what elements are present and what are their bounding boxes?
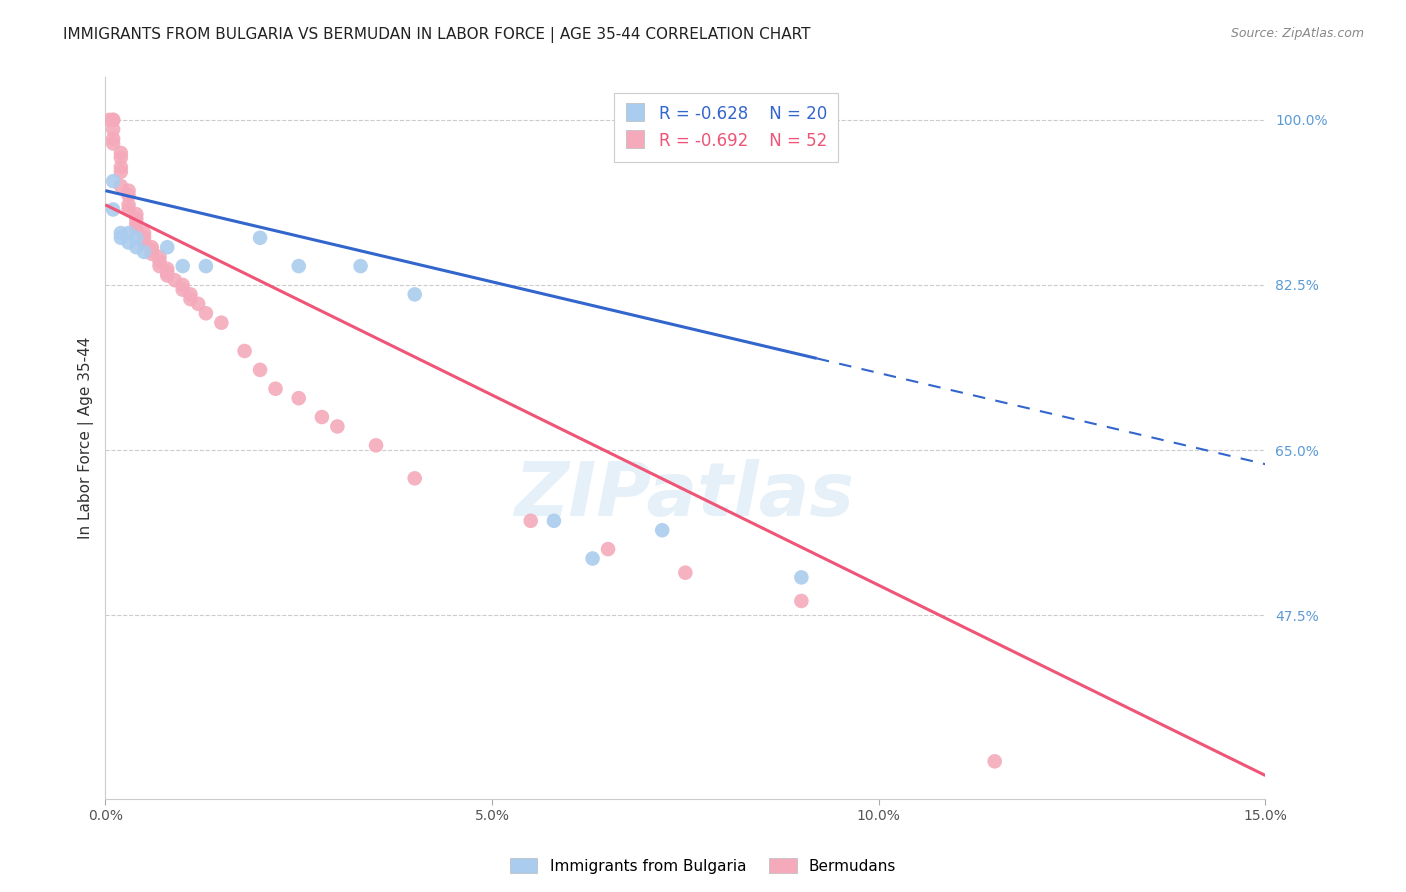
Point xyxy=(349,259,371,273)
Point xyxy=(596,542,619,557)
Point xyxy=(364,438,387,452)
Point xyxy=(187,297,209,311)
Point xyxy=(125,221,148,235)
Point xyxy=(287,259,309,273)
Point xyxy=(519,514,541,528)
Point xyxy=(581,551,603,566)
Point xyxy=(287,391,309,405)
Point xyxy=(141,243,163,257)
Point xyxy=(264,382,287,396)
Point xyxy=(110,160,132,174)
Y-axis label: In Labor Force | Age 35-44: In Labor Force | Age 35-44 xyxy=(79,337,94,540)
Point xyxy=(110,151,132,165)
Point xyxy=(117,184,139,198)
Point xyxy=(110,178,132,193)
Point xyxy=(179,287,201,301)
Point xyxy=(172,283,194,297)
Point xyxy=(163,273,186,287)
Point xyxy=(110,231,132,245)
Text: IMMIGRANTS FROM BULGARIA VS BERMUDAN IN LABOR FORCE | AGE 35-44 CORRELATION CHAR: IMMIGRANTS FROM BULGARIA VS BERMUDAN IN … xyxy=(63,27,811,43)
Text: ZIPatlas: ZIPatlas xyxy=(516,459,855,533)
Point xyxy=(110,226,132,240)
Point xyxy=(132,244,155,259)
Point xyxy=(117,198,139,212)
Point xyxy=(125,231,148,245)
Point xyxy=(156,240,179,254)
Point xyxy=(179,292,201,306)
Point xyxy=(101,132,124,146)
Point xyxy=(194,259,217,273)
Point xyxy=(125,217,148,231)
Point xyxy=(110,165,132,179)
Point xyxy=(156,268,179,283)
Point xyxy=(117,188,139,202)
Point xyxy=(148,254,170,268)
Point xyxy=(404,471,426,485)
Point xyxy=(194,306,217,320)
Point xyxy=(110,145,132,160)
Point xyxy=(141,240,163,254)
Point xyxy=(326,419,349,434)
Point xyxy=(673,566,696,580)
Point xyxy=(125,211,148,226)
Point xyxy=(790,570,813,584)
Point xyxy=(125,207,148,221)
Point xyxy=(117,235,139,250)
Point xyxy=(101,174,124,188)
Point xyxy=(141,247,163,261)
Text: Source: ZipAtlas.com: Source: ZipAtlas.com xyxy=(1230,27,1364,40)
Point xyxy=(117,226,139,240)
Legend: Immigrants from Bulgaria, Bermudans: Immigrants from Bulgaria, Bermudans xyxy=(503,852,903,880)
Point xyxy=(148,259,170,273)
Point xyxy=(101,112,124,127)
Point xyxy=(543,514,565,528)
Point xyxy=(132,226,155,240)
Point xyxy=(172,259,194,273)
Point xyxy=(132,231,155,245)
Point xyxy=(249,231,271,245)
Point xyxy=(156,266,179,280)
Point xyxy=(117,202,139,217)
Point xyxy=(651,523,673,537)
Point xyxy=(101,112,124,127)
Legend: R = -0.628    N = 20, R = -0.692    N = 52: R = -0.628 N = 20, R = -0.692 N = 52 xyxy=(613,93,838,162)
Point xyxy=(983,755,1005,769)
Point xyxy=(172,277,194,292)
Point xyxy=(125,240,148,254)
Point xyxy=(98,112,121,127)
Point xyxy=(101,202,124,217)
Point xyxy=(148,250,170,264)
Point xyxy=(249,363,271,377)
Point xyxy=(101,136,124,151)
Point xyxy=(156,261,179,276)
Point xyxy=(311,410,333,425)
Point xyxy=(233,343,256,358)
Point xyxy=(790,594,813,608)
Point xyxy=(404,287,426,301)
Point xyxy=(132,235,155,250)
Point xyxy=(101,122,124,136)
Point xyxy=(209,316,232,330)
